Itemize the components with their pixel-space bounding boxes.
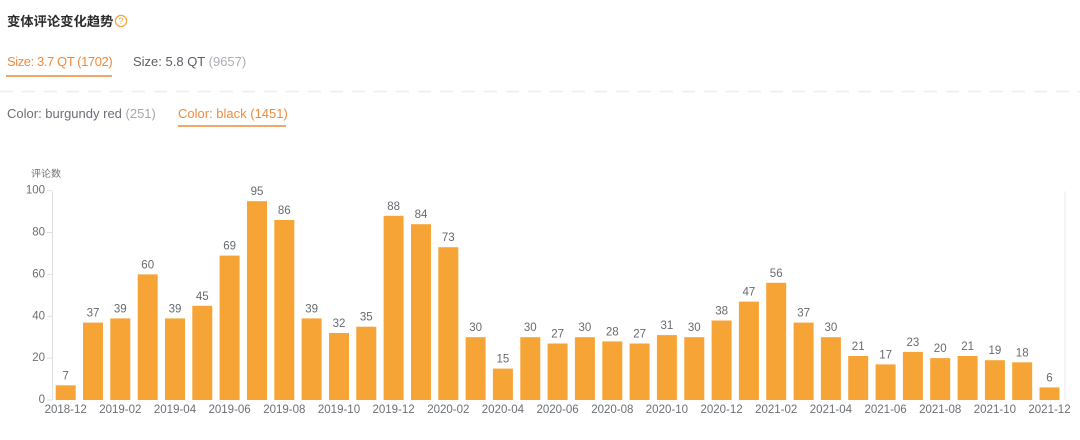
svg-text:30: 30 <box>825 322 838 334</box>
svg-text:2020-06: 2020-06 <box>536 404 578 416</box>
svg-text:2020-02: 2020-02 <box>427 404 469 416</box>
svg-text:47: 47 <box>743 287 756 299</box>
svg-text:27: 27 <box>633 329 646 341</box>
svg-text:2020-10: 2020-10 <box>646 404 688 416</box>
svg-text:35: 35 <box>360 312 373 324</box>
svg-text:23: 23 <box>907 337 920 349</box>
svg-text:60: 60 <box>32 268 45 280</box>
svg-text:2018-12: 2018-12 <box>45 404 87 416</box>
svg-text:6: 6 <box>1046 372 1052 384</box>
svg-text:27: 27 <box>551 329 564 341</box>
svg-text:39: 39 <box>114 303 127 315</box>
svg-text:2021-04: 2021-04 <box>810 404 853 416</box>
svg-text:60: 60 <box>141 259 154 271</box>
svg-text:2019-10: 2019-10 <box>318 404 360 416</box>
svg-text:17: 17 <box>879 349 892 361</box>
svg-text:80: 80 <box>32 227 45 239</box>
svg-text:18: 18 <box>1016 347 1029 359</box>
svg-text:2021-06: 2021-06 <box>864 404 906 416</box>
svg-text:38: 38 <box>715 306 728 318</box>
svg-text:21: 21 <box>852 341 865 353</box>
svg-text:2021-12: 2021-12 <box>1028 404 1070 416</box>
svg-text:?: ? <box>118 16 123 26</box>
svg-text:45: 45 <box>196 291 209 303</box>
svg-text:20: 20 <box>32 352 45 364</box>
svg-text:31: 31 <box>661 320 674 332</box>
svg-text:30: 30 <box>688 322 701 334</box>
svg-text:2019-02: 2019-02 <box>99 404 141 416</box>
svg-text:39: 39 <box>169 303 182 315</box>
svg-text:28: 28 <box>606 326 619 338</box>
svg-text:39: 39 <box>305 303 318 315</box>
svg-text:2021-02: 2021-02 <box>755 404 797 416</box>
svg-text:2019-04: 2019-04 <box>154 404 197 416</box>
svg-text:2019-08: 2019-08 <box>263 404 305 416</box>
svg-text:20: 20 <box>934 343 947 355</box>
svg-text:2020-04: 2020-04 <box>482 404 525 416</box>
svg-text:40: 40 <box>32 310 45 322</box>
svg-text:7: 7 <box>62 370 68 382</box>
svg-text:15: 15 <box>497 354 510 366</box>
svg-text:69: 69 <box>223 241 236 253</box>
svg-text:37: 37 <box>797 308 810 320</box>
svg-text:32: 32 <box>333 318 346 330</box>
svg-text:30: 30 <box>579 322 592 334</box>
svg-text:100: 100 <box>26 185 45 197</box>
svg-text:19: 19 <box>989 345 1002 357</box>
svg-text:95: 95 <box>251 186 264 198</box>
svg-text:2019-06: 2019-06 <box>208 404 250 416</box>
svg-text:73: 73 <box>442 232 455 244</box>
svg-text:2020-12: 2020-12 <box>700 404 742 416</box>
svg-text:88: 88 <box>387 201 400 213</box>
svg-text:30: 30 <box>469 322 482 334</box>
svg-text:84: 84 <box>415 209 428 221</box>
svg-text:2021-10: 2021-10 <box>974 404 1016 416</box>
svg-text:2021-08: 2021-08 <box>919 404 961 416</box>
svg-text:2019-12: 2019-12 <box>372 404 414 416</box>
svg-text:86: 86 <box>278 205 291 217</box>
svg-text:56: 56 <box>770 268 783 280</box>
svg-text:21: 21 <box>961 341 974 353</box>
svg-text:2020-08: 2020-08 <box>591 404 633 416</box>
svg-text:37: 37 <box>87 308 100 320</box>
svg-text:30: 30 <box>524 322 537 334</box>
svg-text:0: 0 <box>39 394 45 406</box>
